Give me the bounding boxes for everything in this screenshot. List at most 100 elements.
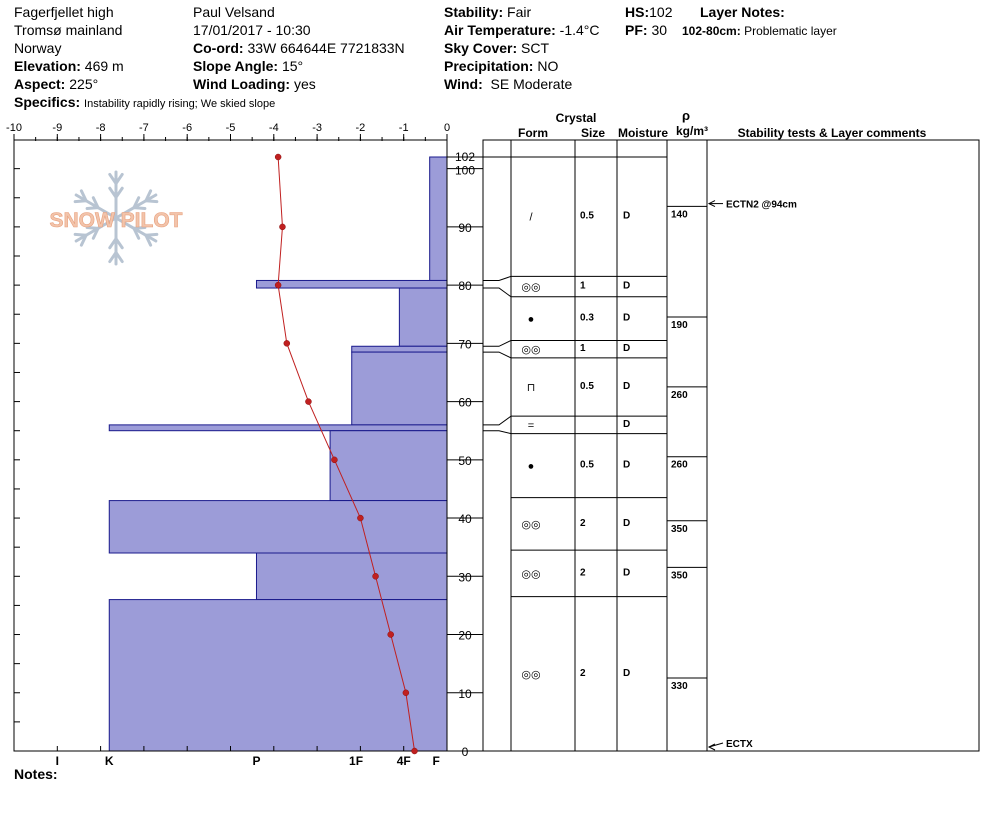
layer-moisture: D bbox=[623, 668, 630, 679]
sky-cover-value: SCT bbox=[521, 40, 550, 56]
snowflake-branch bbox=[132, 226, 141, 240]
layer-connector bbox=[483, 275, 512, 281]
rho-header: ρ bbox=[682, 108, 690, 123]
temperature-tick-label: -4 bbox=[269, 122, 279, 134]
height-tick-label: 90 bbox=[458, 221, 472, 235]
wind-value: SE Moderate bbox=[490, 76, 573, 92]
density-value: 350 bbox=[671, 524, 688, 535]
layer-size: 0.5 bbox=[580, 211, 594, 222]
temperature-point bbox=[283, 340, 291, 347]
snowflake-branch bbox=[144, 199, 159, 204]
temperature-point bbox=[331, 456, 338, 464]
temperature-tick-label: -1 bbox=[399, 122, 409, 134]
stability-label: Stability: bbox=[444, 4, 504, 20]
layer-moisture: D bbox=[623, 419, 630, 430]
coord-field: Co-ord: 33W 664644E 7721833N bbox=[193, 39, 405, 57]
pf-value: 30 bbox=[651, 22, 668, 38]
temperature-point bbox=[411, 747, 418, 755]
air-temp-field: Air Temperature: -1.4°C bbox=[444, 21, 600, 39]
stability-test-label: ECTN2 @94cm bbox=[726, 200, 797, 211]
aspect-field: Aspect: 225° bbox=[14, 75, 98, 93]
layer-form: ◎◎ bbox=[521, 519, 540, 531]
layer-moisture: D bbox=[623, 381, 630, 392]
hardness-bar bbox=[351, 345, 448, 353]
temperature-point bbox=[279, 223, 286, 231]
hardness-bar bbox=[398, 287, 448, 347]
snowflake-branch bbox=[144, 232, 159, 237]
slope-value: 15° bbox=[281, 58, 304, 74]
layer-size: 1 bbox=[580, 281, 586, 292]
layer-note-text: Problematic layer bbox=[744, 24, 837, 38]
hardness-label: 4F bbox=[397, 754, 411, 768]
sky-cover-label: Sky Cover: bbox=[444, 40, 518, 56]
snowflake-branch bbox=[114, 172, 124, 185]
layer-moisture: D bbox=[623, 281, 630, 292]
layer-size: 0.5 bbox=[580, 460, 594, 471]
layer-moisture: D bbox=[623, 567, 630, 578]
hardness-label: F bbox=[433, 754, 440, 768]
snowflake-branch bbox=[114, 237, 124, 250]
hardness-label: P bbox=[252, 754, 260, 768]
height-tick-label: 50 bbox=[458, 454, 472, 468]
stability-comments-header: Stability tests & Layer comments bbox=[738, 126, 927, 140]
height-tick-label: 20 bbox=[458, 629, 472, 643]
snowflake-branch bbox=[73, 232, 88, 237]
aspect-label: Aspect: bbox=[14, 76, 66, 92]
temperature-tick-label: -8 bbox=[96, 122, 106, 134]
layer-connector bbox=[483, 430, 512, 435]
snowpilot-watermark: SNOW PILOT bbox=[49, 170, 183, 266]
height-tick-label: 0 bbox=[462, 745, 469, 759]
hs-field: HS:102 bbox=[625, 3, 672, 21]
layer-moisture: D bbox=[623, 460, 630, 471]
pf-field: PF: 30 bbox=[625, 21, 667, 39]
height-tick-label: 80 bbox=[458, 279, 472, 293]
coord-value: 33W 664644E 7721833N bbox=[247, 40, 405, 56]
temperature-point bbox=[274, 281, 282, 289]
density-value: 350 bbox=[671, 570, 688, 581]
density-value: 260 bbox=[671, 460, 688, 471]
layer-form: ◎◎ bbox=[521, 669, 540, 681]
density-value: 190 bbox=[671, 320, 688, 331]
wind-loading-field: Wind Loading: yes bbox=[193, 75, 316, 93]
layer-form: ● bbox=[528, 314, 535, 326]
snowflake-icon bbox=[73, 170, 159, 266]
layer-size: 1 bbox=[580, 343, 586, 354]
snowflake-branch bbox=[108, 251, 118, 264]
snowflake-branch bbox=[79, 189, 88, 203]
snowflake-branch bbox=[144, 233, 153, 247]
coord-label: Co-ord: bbox=[193, 40, 244, 56]
temperature-tick-label: -3 bbox=[312, 122, 322, 134]
temperature-tick-label: -10 bbox=[6, 122, 22, 134]
stability-field: Stability: Fair bbox=[444, 3, 531, 21]
hardness-bar bbox=[108, 599, 448, 752]
layer-form: ◎◎ bbox=[521, 344, 540, 356]
stability-value: Fair bbox=[507, 4, 532, 20]
elevation-value: 469 m bbox=[84, 58, 124, 74]
height-tick-label: 10 bbox=[458, 687, 472, 701]
layer-moisture: D bbox=[623, 343, 630, 354]
hardness-bar bbox=[429, 156, 448, 281]
air-temp-label: Air Temperature: bbox=[444, 22, 556, 38]
hardness-bar bbox=[351, 351, 448, 426]
snowflake-branch bbox=[114, 251, 124, 264]
wind-label: Wind: bbox=[444, 76, 483, 92]
temperature-point bbox=[402, 689, 410, 697]
height-tick-label: 30 bbox=[458, 570, 472, 584]
temperature-tick-label: -7 bbox=[139, 122, 149, 134]
snowflake-branch bbox=[108, 237, 118, 250]
layer-size: 0.5 bbox=[580, 381, 594, 392]
form-header: Form bbox=[518, 126, 548, 140]
snowflake-branch bbox=[132, 206, 147, 210]
layer-form: = bbox=[528, 420, 534, 432]
observer-name: Paul Velsand bbox=[193, 4, 275, 20]
layer-moisture: D bbox=[623, 518, 630, 529]
notes-label: Notes: bbox=[14, 766, 58, 782]
observation-datetime: 17/01/2017 - 10:30 bbox=[193, 22, 311, 38]
layer-connector bbox=[483, 415, 512, 426]
snowflake-branch bbox=[144, 189, 153, 203]
snowflake-branch bbox=[73, 199, 88, 204]
layer-moisture: D bbox=[623, 211, 630, 222]
specifics-label: Specifics: bbox=[14, 94, 81, 110]
layer-size: 2 bbox=[580, 518, 586, 529]
height-tick-label: 102 bbox=[455, 150, 475, 164]
